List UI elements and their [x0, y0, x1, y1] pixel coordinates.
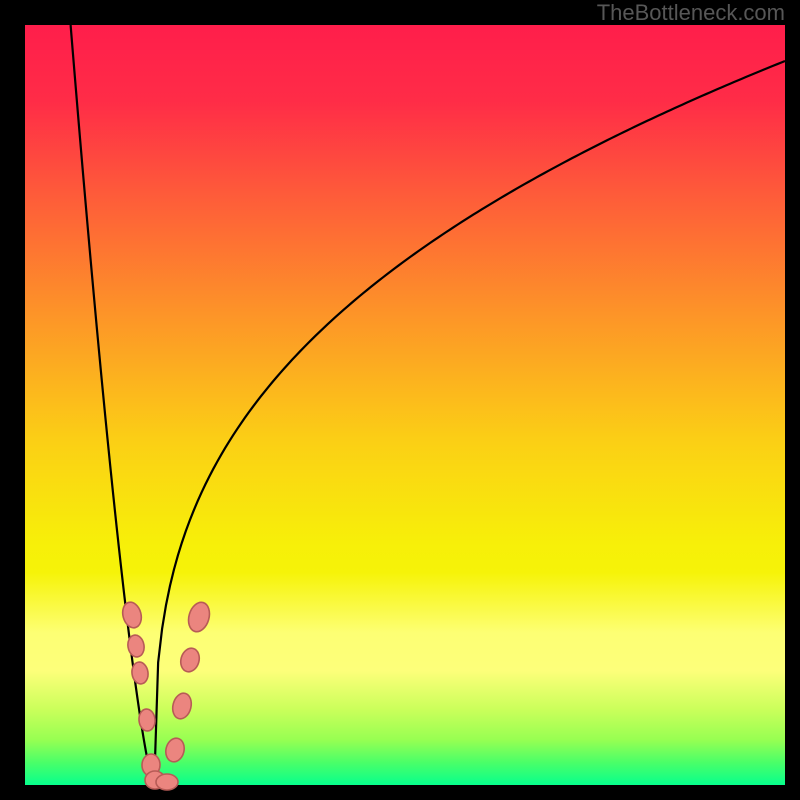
bottleneck-chart: TheBottleneck.com	[0, 0, 800, 800]
gradient-background	[25, 25, 785, 785]
watermark-label: TheBottleneck.com	[597, 0, 785, 26]
